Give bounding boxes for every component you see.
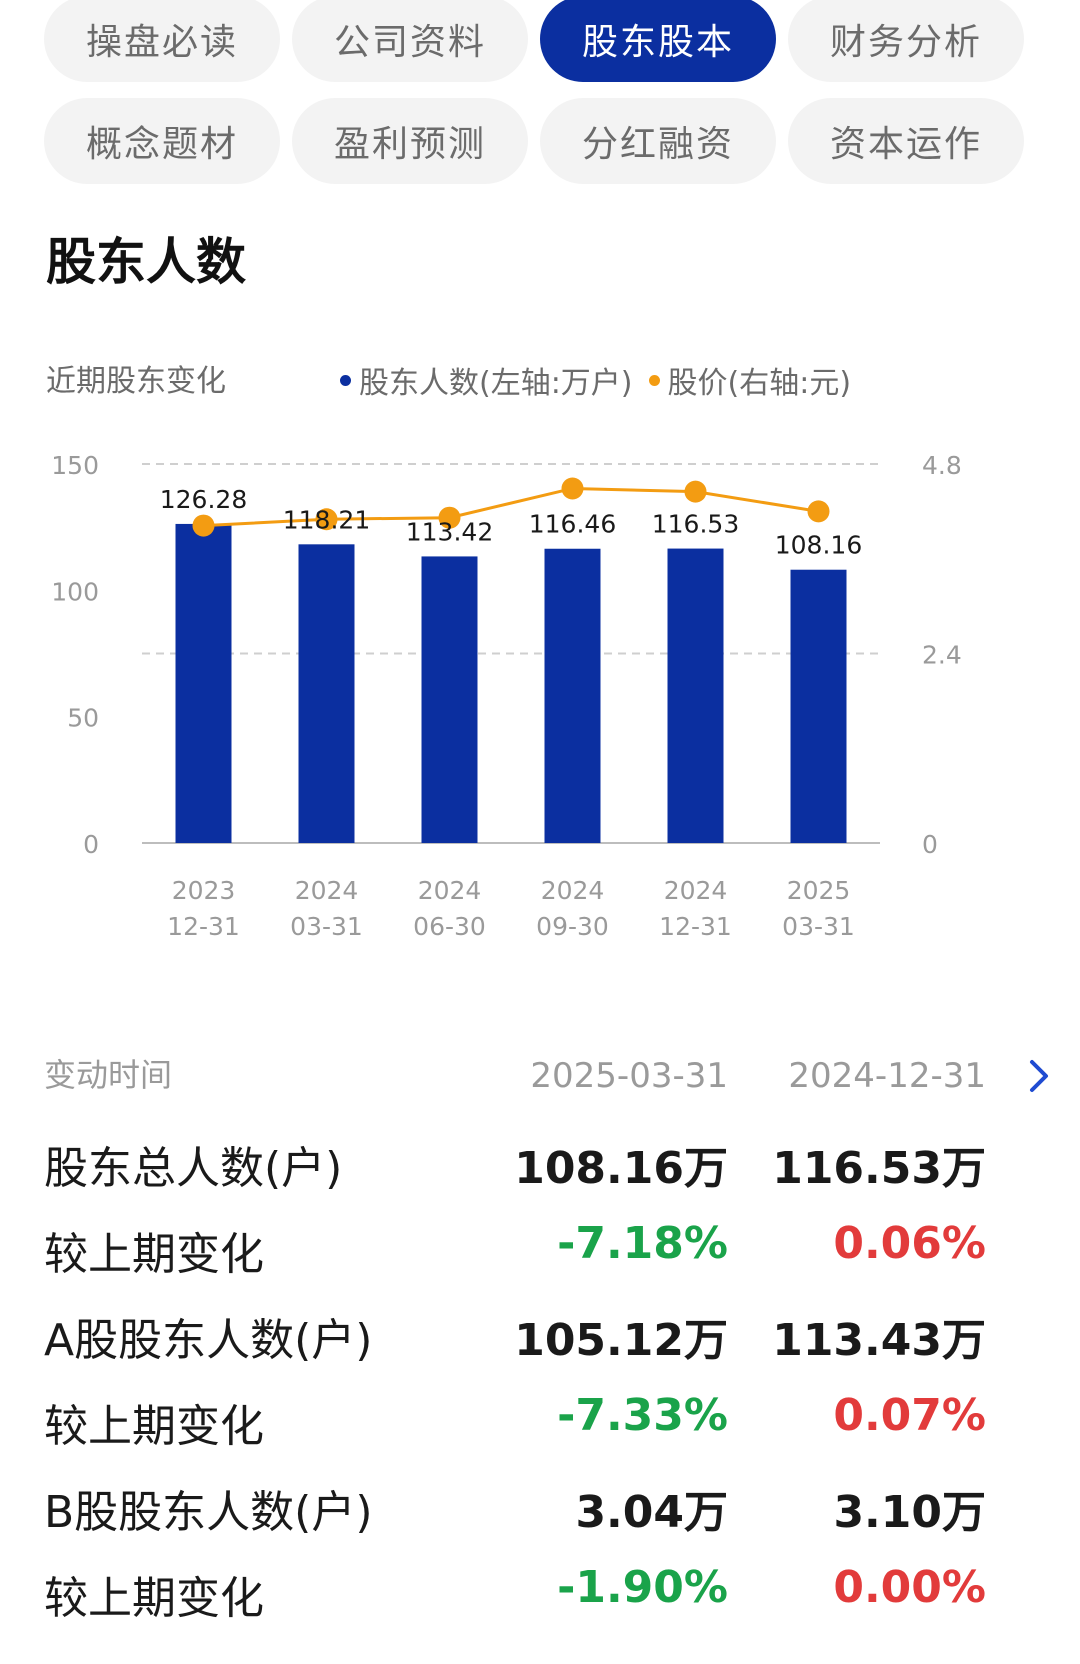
bar [544, 548, 601, 843]
price-point [561, 477, 584, 500]
row-value-col1: 3.04万 [575, 1487, 728, 1538]
y-axis-right-tick: 0 [922, 830, 938, 859]
x-axis-tick-year: 2024 [295, 876, 359, 905]
tab-concepts[interactable]: 概念题材 [44, 98, 280, 184]
row-label: 较上期变化 [44, 1401, 264, 1452]
bar-value-label: 108.16 [775, 531, 862, 560]
price-line [203, 486, 819, 528]
bar-value-label: 116.46 [529, 510, 616, 539]
table-header: 变动时间 2025-03-31 2024-12-31 [0, 1040, 1080, 1110]
row-label: 股东总人数(户) [44, 1143, 343, 1194]
y-axis-left-tick: 150 [51, 451, 99, 480]
price-point [438, 506, 461, 529]
table-header-col2: 2024-12-31 [788, 1056, 986, 1096]
x-axis-tick-year: 2024 [664, 876, 728, 905]
x-axis-tick-year: 2023 [172, 876, 236, 905]
row-value-col2: 0.06% [833, 1218, 986, 1269]
legend-price-label: 股价(右轴:元) [667, 366, 852, 401]
row-value-col2: 0.00% [833, 1562, 986, 1613]
tab-earnings-forecast[interactable]: 盈利预测 [292, 98, 528, 184]
table-row: 股东总人数(户) 108.16万 116.53万 [0, 1122, 1080, 1208]
row-value-col2: 113.43万 [772, 1315, 986, 1366]
bar-value-label: 126.28 [160, 485, 247, 514]
x-axis-tick-date: 03-31 [290, 912, 363, 941]
bar-value-label: 118.21 [283, 505, 370, 534]
bar [298, 544, 355, 843]
x-axis-tick-year: 2025 [787, 876, 851, 905]
row-value-col2: 3.10万 [833, 1487, 986, 1538]
section-title: 股东人数 [46, 233, 246, 291]
legend-holders-label: 股东人数(左轴:万户) [359, 366, 633, 401]
x-axis-tick-date: 06-30 [413, 912, 486, 941]
row-value-col2: 0.07% [833, 1390, 986, 1441]
legend-holders: 股东人数(左轴:万户) [340, 358, 633, 402]
table-header-label: 变动时间 [44, 1056, 173, 1094]
y-axis-right-tick: 2.4 [922, 641, 962, 670]
price-point [192, 514, 215, 537]
row-value-col1: -7.33% [557, 1390, 728, 1441]
tab-company-info[interactable]: 公司资料 [292, 0, 528, 82]
row-value-col1: 108.16万 [514, 1143, 728, 1194]
row-value-col1: -1.90% [557, 1562, 728, 1613]
chart-legend: 股东人数(左轴:万户) 股价(右轴:元) [340, 358, 851, 402]
price-point [807, 500, 830, 523]
tab-capital-operations[interactable]: 资本运作 [788, 98, 1024, 184]
bar [667, 548, 724, 843]
bar [175, 523, 232, 843]
price-point [684, 480, 707, 503]
x-axis-tick-date: 12-31 [659, 912, 732, 941]
table-row: B股股东人数(户) 3.04万 3.10万 [0, 1466, 1080, 1552]
tab-shareholders-equity[interactable]: 股东股本 [540, 0, 776, 82]
bar-value-label: 113.42 [406, 517, 493, 546]
tab-trading-must-read[interactable]: 操盘必读 [44, 0, 280, 82]
x-axis-tick-date: 12-31 [167, 912, 240, 941]
tab-row-1: 操盘必读 公司资料 股东股本 财务分析 [44, 0, 1029, 82]
row-label: B股股东人数(户) [44, 1487, 373, 1538]
y-axis-left-tick: 50 [67, 704, 99, 733]
y-axis-left-tick: 0 [83, 830, 99, 859]
row-value-col2: 116.53万 [772, 1143, 986, 1194]
row-value-col1: 105.12万 [514, 1315, 728, 1366]
x-axis-tick-year: 2024 [541, 876, 605, 905]
tab-row-2: 概念题材 盈利预测 分红融资 资本运作 [44, 98, 1029, 184]
bar [790, 569, 847, 843]
chart-subtitle: 近期股东变化 [46, 364, 226, 399]
y-axis-right-tick: 4.8 [922, 451, 962, 480]
legend-holders-dot-icon [340, 374, 351, 386]
table-row: 较上期变化 -7.33% 0.07% [0, 1380, 1080, 1466]
chevron-right-icon[interactable] [1024, 1056, 1054, 1096]
row-value-col1: -7.18% [557, 1218, 728, 1269]
table-row: A股股东人数(户) 105.12万 113.43万 [0, 1294, 1080, 1380]
bar [421, 556, 478, 843]
price-point [315, 508, 338, 531]
y-axis-left-tick: 100 [51, 577, 99, 606]
x-axis-tick-year: 2024 [418, 876, 482, 905]
legend-price: 股价(右轴:元) [648, 358, 852, 402]
table-header-col1: 2025-03-31 [530, 1056, 728, 1096]
tab-financial-analysis[interactable]: 财务分析 [788, 0, 1024, 82]
legend-price-dot-icon [648, 374, 660, 386]
row-label: 较上期变化 [44, 1573, 264, 1624]
tab-dividends-financing[interactable]: 分红融资 [540, 98, 776, 184]
table-row: 较上期变化 -7.18% 0.06% [0, 1208, 1080, 1294]
x-axis-tick-date: 09-30 [536, 912, 609, 941]
row-label: 较上期变化 [44, 1229, 264, 1280]
row-label: A股股东人数(户) [44, 1315, 373, 1366]
shareholder-chart: 150 100 50 0 4.8 2.4 0 126.28 118.21 113.42 116.46… [51, 451, 962, 941]
tab-bar: 操盘必读 公司资料 股东股本 财务分析 概念题材 盈利预测 分红融资 资本运作 [44, 0, 1029, 200]
x-axis-tick-date: 03-31 [782, 912, 855, 941]
table-row: 较上期变化 -1.90% 0.00% [0, 1552, 1080, 1638]
bar-value-label: 116.53 [652, 510, 739, 539]
